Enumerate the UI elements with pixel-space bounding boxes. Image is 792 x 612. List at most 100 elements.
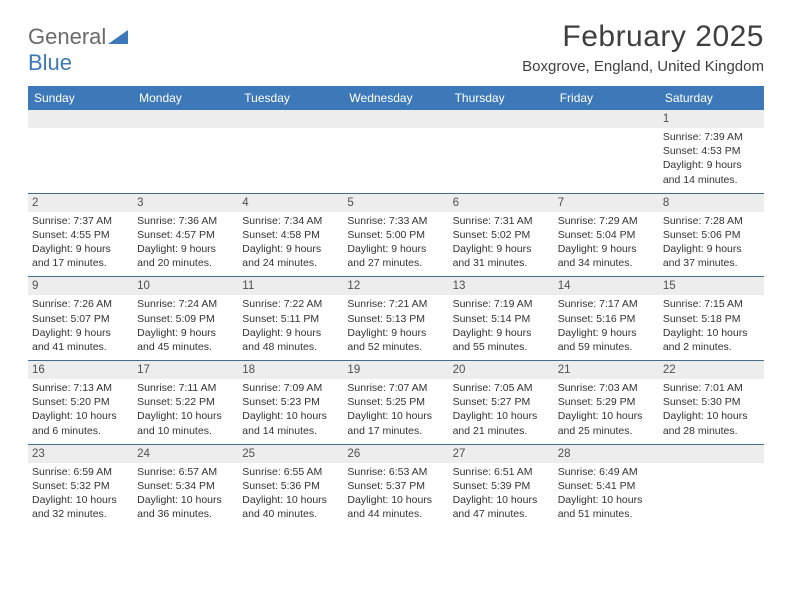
sunset-text: Sunset: 5:02 PM <box>453 228 550 242</box>
sunrise-text: Sunrise: 7:29 AM <box>558 214 655 228</box>
daylight-line2: and 44 minutes. <box>347 507 444 521</box>
day-number: 22 <box>659 361 764 379</box>
day-cell: Sunrise: 7:15 AMSunset: 5:18 PMDaylight:… <box>659 295 764 360</box>
sunrise-text: Sunrise: 7:09 AM <box>242 381 339 395</box>
day-number: 11 <box>238 277 343 295</box>
daylight-line2: and 2 minutes. <box>663 340 760 354</box>
day-cell: Sunrise: 7:09 AMSunset: 5:23 PMDaylight:… <box>238 379 343 444</box>
day-number: 24 <box>133 445 238 463</box>
day-cell <box>28 128 133 193</box>
sunset-text: Sunset: 4:53 PM <box>663 144 760 158</box>
sunset-text: Sunset: 4:55 PM <box>32 228 129 242</box>
week-info-row: Sunrise: 7:13 AMSunset: 5:20 PMDaylight:… <box>28 379 764 444</box>
day-number: 10 <box>133 277 238 295</box>
daylight-line2: and 48 minutes. <box>242 340 339 354</box>
sunset-text: Sunset: 5:06 PM <box>663 228 760 242</box>
day-cell <box>343 128 448 193</box>
day-number: 28 <box>554 445 659 463</box>
sunset-text: Sunset: 4:57 PM <box>137 228 234 242</box>
daylight-line2: and 17 minutes. <box>347 424 444 438</box>
daylight-line1: Daylight: 9 hours <box>558 242 655 256</box>
sunset-text: Sunset: 5:20 PM <box>32 395 129 409</box>
day-number: 17 <box>133 361 238 379</box>
day-number: 20 <box>449 361 554 379</box>
sunset-text: Sunset: 5:29 PM <box>558 395 655 409</box>
sunset-text: Sunset: 5:00 PM <box>347 228 444 242</box>
sunset-text: Sunset: 5:09 PM <box>137 312 234 326</box>
sunset-text: Sunset: 5:23 PM <box>242 395 339 409</box>
day-header: Sunday <box>28 86 133 110</box>
day-cell: Sunrise: 6:55 AMSunset: 5:36 PMDaylight:… <box>238 463 343 528</box>
weeks-container: 1Sunrise: 7:39 AMSunset: 4:53 PMDaylight… <box>28 110 764 527</box>
sunrise-text: Sunrise: 7:37 AM <box>32 214 129 228</box>
day-header: Monday <box>133 86 238 110</box>
day-number <box>343 110 448 128</box>
daylight-line2: and 37 minutes. <box>663 256 760 270</box>
sunrise-text: Sunrise: 7:33 AM <box>347 214 444 228</box>
day-cell: Sunrise: 7:37 AMSunset: 4:55 PMDaylight:… <box>28 212 133 277</box>
day-cell: Sunrise: 7:34 AMSunset: 4:58 PMDaylight:… <box>238 212 343 277</box>
sunset-text: Sunset: 5:13 PM <box>347 312 444 326</box>
day-header: Wednesday <box>343 86 448 110</box>
daylight-line1: Daylight: 10 hours <box>558 493 655 507</box>
daylight-line1: Daylight: 10 hours <box>242 409 339 423</box>
day-cell: Sunrise: 6:51 AMSunset: 5:39 PMDaylight:… <box>449 463 554 528</box>
daylight-line1: Daylight: 10 hours <box>32 409 129 423</box>
day-number: 1 <box>659 110 764 128</box>
day-number: 14 <box>554 277 659 295</box>
day-number-row: 2345678 <box>28 193 764 212</box>
day-cell: Sunrise: 7:39 AMSunset: 4:53 PMDaylight:… <box>659 128 764 193</box>
daylight-line1: Daylight: 10 hours <box>453 409 550 423</box>
daylight-line2: and 41 minutes. <box>32 340 129 354</box>
sunset-text: Sunset: 5:41 PM <box>558 479 655 493</box>
calendar-grid: SundayMondayTuesdayWednesdayThursdayFrid… <box>28 86 764 527</box>
logo-word1: General <box>28 24 106 49</box>
daylight-line2: and 14 minutes. <box>242 424 339 438</box>
daylight-line1: Daylight: 9 hours <box>347 242 444 256</box>
daylight-line2: and 51 minutes. <box>558 507 655 521</box>
logo-text: General Blue <box>28 24 128 76</box>
sunset-text: Sunset: 5:37 PM <box>347 479 444 493</box>
day-cell: Sunrise: 7:36 AMSunset: 4:57 PMDaylight:… <box>133 212 238 277</box>
daylight-line1: Daylight: 10 hours <box>137 493 234 507</box>
daylight-line1: Daylight: 9 hours <box>137 326 234 340</box>
day-number <box>238 110 343 128</box>
day-header: Friday <box>554 86 659 110</box>
sunrise-text: Sunrise: 7:19 AM <box>453 297 550 311</box>
day-header: Saturday <box>659 86 764 110</box>
daylight-line1: Daylight: 9 hours <box>453 242 550 256</box>
sunrise-text: Sunrise: 6:57 AM <box>137 465 234 479</box>
day-number <box>659 445 764 463</box>
day-number-row: 1 <box>28 110 764 128</box>
week-info-row: Sunrise: 6:59 AMSunset: 5:32 PMDaylight:… <box>28 463 764 528</box>
sunrise-text: Sunrise: 7:17 AM <box>558 297 655 311</box>
daylight-line1: Daylight: 10 hours <box>347 493 444 507</box>
sunset-text: Sunset: 4:58 PM <box>242 228 339 242</box>
day-header: Thursday <box>449 86 554 110</box>
daylight-line2: and 6 minutes. <box>32 424 129 438</box>
daylight-line2: and 59 minutes. <box>558 340 655 354</box>
week-info-row: Sunrise: 7:39 AMSunset: 4:53 PMDaylight:… <box>28 128 764 193</box>
sunset-text: Sunset: 5:27 PM <box>453 395 550 409</box>
day-cell: Sunrise: 7:03 AMSunset: 5:29 PMDaylight:… <box>554 379 659 444</box>
day-number <box>554 110 659 128</box>
day-cell: Sunrise: 6:53 AMSunset: 5:37 PMDaylight:… <box>343 463 448 528</box>
daylight-line1: Daylight: 9 hours <box>663 158 760 172</box>
sunrise-text: Sunrise: 7:05 AM <box>453 381 550 395</box>
daylight-line2: and 14 minutes. <box>663 173 760 187</box>
day-cell: Sunrise: 7:19 AMSunset: 5:14 PMDaylight:… <box>449 295 554 360</box>
day-cell: Sunrise: 7:31 AMSunset: 5:02 PMDaylight:… <box>449 212 554 277</box>
day-cell: Sunrise: 7:01 AMSunset: 5:30 PMDaylight:… <box>659 379 764 444</box>
daylight-line2: and 55 minutes. <box>453 340 550 354</box>
day-cell: Sunrise: 7:07 AMSunset: 5:25 PMDaylight:… <box>343 379 448 444</box>
daylight-line2: and 27 minutes. <box>347 256 444 270</box>
sunrise-text: Sunrise: 6:51 AM <box>453 465 550 479</box>
day-number-row: 9101112131415 <box>28 276 764 295</box>
daylight-line2: and 10 minutes. <box>137 424 234 438</box>
day-cell: Sunrise: 7:11 AMSunset: 5:22 PMDaylight:… <box>133 379 238 444</box>
sunrise-text: Sunrise: 7:26 AM <box>32 297 129 311</box>
sunset-text: Sunset: 5:11 PM <box>242 312 339 326</box>
daylight-line1: Daylight: 9 hours <box>347 326 444 340</box>
day-cell: Sunrise: 7:13 AMSunset: 5:20 PMDaylight:… <box>28 379 133 444</box>
day-cell: Sunrise: 7:24 AMSunset: 5:09 PMDaylight:… <box>133 295 238 360</box>
